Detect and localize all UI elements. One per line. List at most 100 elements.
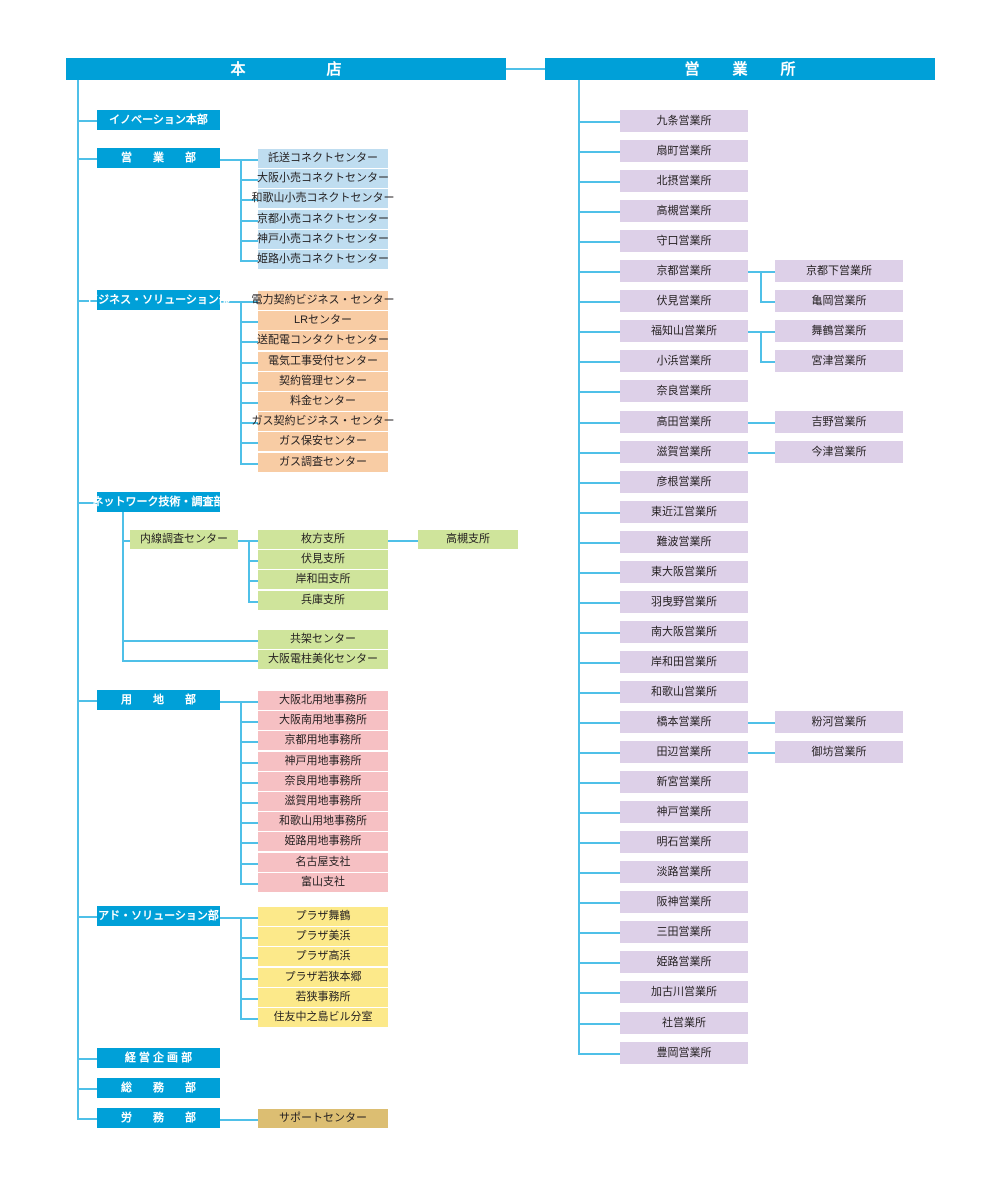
office-box[interactable]: 東大阪営業所 — [620, 561, 748, 583]
office-box[interactable]: 九条営業所 — [620, 110, 748, 132]
branch-box[interactable]: 枚方支所 — [258, 530, 388, 549]
child-box[interactable]: 和歌山小売コネクトセンター — [252, 189, 395, 208]
office-box[interactable]: 奈良営業所 — [620, 380, 748, 402]
office-box[interactable]: 東近江営業所 — [620, 501, 748, 523]
child-box[interactable]: プラザ美浜 — [258, 927, 388, 946]
child-box[interactable]: プラザ若狭本郷 — [258, 968, 388, 987]
office-box[interactable]: 神戸営業所 — [620, 801, 748, 823]
office-box[interactable]: 扇町営業所 — [620, 140, 748, 162]
office-box[interactable]: 彦根営業所 — [620, 471, 748, 493]
office-box[interactable]: 和歌山営業所 — [620, 681, 748, 703]
grandchild-link-line — [388, 539, 418, 542]
dept-box[interactable]: イノベーション本部 — [97, 110, 220, 130]
office-box[interactable]: 姫路営業所 — [620, 951, 748, 973]
child-box[interactable]: 京都用地事務所 — [258, 731, 388, 750]
child-box[interactable]: 住友中之島ビル分室 — [258, 1008, 388, 1027]
office-box[interactable]: 北摂営業所 — [620, 170, 748, 192]
sub-office-box[interactable]: 粉河営業所 — [775, 711, 903, 733]
office-stub-line — [578, 542, 620, 544]
grandchild-box-takatsuki[interactable]: 高槻支所 — [418, 530, 518, 549]
sub-office-box[interactable]: 御坊営業所 — [775, 741, 903, 763]
direct-child-line — [122, 639, 258, 642]
office-box[interactable]: 三田営業所 — [620, 921, 748, 943]
child-box[interactable]: 送配電コンタクトセンター — [257, 331, 389, 350]
child-box[interactable]: 神戸用地事務所 — [258, 752, 388, 771]
child-box[interactable]: 富山支社 — [258, 873, 388, 892]
office-box[interactable]: 明石営業所 — [620, 831, 748, 853]
sub-office-line — [748, 722, 775, 724]
child-box[interactable]: ガス保安センター — [258, 432, 388, 451]
office-box[interactable]: 高槻営業所 — [620, 200, 748, 222]
dept-box[interactable]: 用 地 部 — [97, 690, 220, 710]
office-box[interactable]: 守口営業所 — [620, 230, 748, 252]
sub-office-box[interactable]: 舞鶴営業所 — [775, 320, 903, 342]
child-box[interactable]: サポートセンター — [258, 1109, 388, 1128]
sub-office-box[interactable]: 京都下営業所 — [775, 260, 903, 282]
office-stub-line — [578, 1023, 620, 1025]
office-box[interactable]: 小浜営業所 — [620, 350, 748, 372]
office-box[interactable]: 羽曳野営業所 — [620, 591, 748, 613]
dept-box[interactable]: 経 営 企 画 部 — [97, 1048, 220, 1068]
office-box[interactable]: 阪神営業所 — [620, 891, 748, 913]
office-box[interactable]: 加古川営業所 — [620, 981, 748, 1003]
child-box[interactable]: 名古屋支社 — [258, 853, 388, 872]
child-box[interactable]: プラザ高浜 — [258, 947, 388, 966]
office-box[interactable]: 岸和田営業所 — [620, 651, 748, 673]
child-box[interactable]: 姫路用地事務所 — [258, 832, 388, 851]
dept-box[interactable]: 総 務 部 — [97, 1078, 220, 1098]
direct-child-box[interactable]: 共架センター — [258, 630, 388, 649]
dept-box[interactable]: 労 務 部 — [97, 1108, 220, 1128]
office-box[interactable]: 福知山営業所 — [620, 320, 748, 342]
child-box[interactable]: LRセンター — [258, 311, 388, 330]
office-stub-line — [578, 121, 620, 123]
child-box[interactable]: 姫路小売コネクトセンター — [257, 250, 389, 269]
child-box[interactable]: ガス調査センター — [258, 453, 388, 472]
branch-box[interactable]: 岸和田支所 — [258, 570, 388, 589]
dept-stub-line — [77, 700, 97, 702]
office-box[interactable]: 新宮営業所 — [620, 771, 748, 793]
office-box[interactable]: 京都営業所 — [620, 260, 748, 282]
child-box[interactable]: 大阪南用地事務所 — [258, 711, 388, 730]
sub-office-box[interactable]: 亀岡営業所 — [775, 290, 903, 312]
child-box[interactable]: 奈良用地事務所 — [258, 772, 388, 791]
child-box[interactable]: 若狭事務所 — [258, 988, 388, 1007]
child-box[interactable]: 大阪北用地事務所 — [258, 691, 388, 710]
child-box[interactable]: プラザ舞鶴 — [258, 907, 388, 926]
office-box[interactable]: 豊岡営業所 — [620, 1042, 748, 1064]
child-box[interactable]: 電力契約ビジネス・センター — [252, 291, 395, 310]
office-box[interactable]: 伏見営業所 — [620, 290, 748, 312]
office-box[interactable]: 高田営業所 — [620, 411, 748, 433]
office-box[interactable]: 南大阪営業所 — [620, 621, 748, 643]
child-box[interactable]: 神戸小売コネクトセンター — [257, 230, 389, 249]
branch-box[interactable]: 伏見支所 — [258, 550, 388, 569]
office-stub-line — [578, 902, 620, 904]
dept-box[interactable]: ネットワーク技術・調査部 — [93, 492, 225, 512]
office-box[interactable]: 淡路営業所 — [620, 861, 748, 883]
office-box[interactable]: 田辺営業所 — [620, 741, 748, 763]
dept-stub-line — [77, 502, 97, 504]
child-box[interactable]: 料金センター — [258, 392, 388, 411]
direct-child-box[interactable]: 大阪電柱美化センター — [258, 650, 388, 669]
child-box[interactable]: 契約管理センター — [258, 372, 388, 391]
sub-office-box[interactable]: 今津営業所 — [775, 441, 903, 463]
child-box[interactable]: 託送コネクトセンター — [258, 149, 388, 168]
dept-stub-line — [77, 916, 97, 918]
office-box[interactable]: 難波営業所 — [620, 531, 748, 553]
child-box[interactable]: 滋賀用地事務所 — [258, 792, 388, 811]
office-stub-line — [578, 211, 620, 213]
child-box[interactable]: ガス契約ビジネス・センター — [252, 412, 395, 431]
child-box[interactable]: 和歌山用地事務所 — [258, 812, 388, 831]
dept-box[interactable]: アド・ソリューション部 — [97, 906, 220, 926]
dept-box[interactable]: 営 業 部 — [97, 148, 220, 168]
sub-office-box[interactable]: 宮津営業所 — [775, 350, 903, 372]
branch-box[interactable]: 兵庫支所 — [258, 591, 388, 610]
office-box[interactable]: 滋賀営業所 — [620, 441, 748, 463]
center-box-naisen[interactable]: 内線調査センター — [130, 530, 238, 549]
child-box[interactable]: 京都小売コネクトセンター — [257, 210, 389, 229]
office-box[interactable]: 橋本営業所 — [620, 711, 748, 733]
child-box[interactable]: 大阪小売コネクトセンター — [257, 169, 389, 188]
office-box[interactable]: 社営業所 — [620, 1012, 748, 1034]
child-box[interactable]: 電気工事受付センター — [258, 352, 388, 371]
sub-office-box[interactable]: 吉野営業所 — [775, 411, 903, 433]
dept-box[interactable]: ビジネス・ソリューション部 — [87, 290, 230, 310]
